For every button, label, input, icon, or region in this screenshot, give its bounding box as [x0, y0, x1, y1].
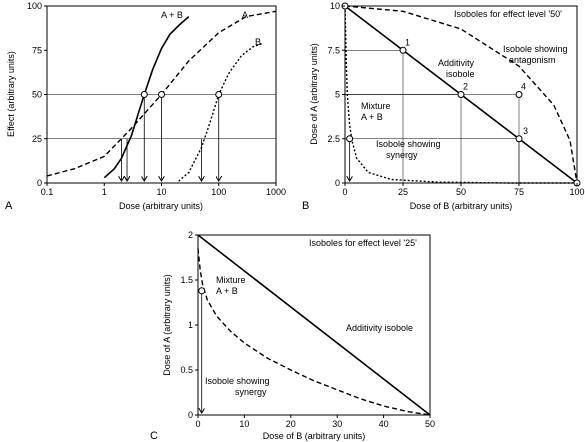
y-tick-label: 5 [335, 90, 340, 100]
c-additivity-isobole-line [197, 234, 431, 416]
isobole-point-3 [515, 135, 523, 143]
x-tick-label: 50 [456, 187, 466, 197]
isobole-point-2 [457, 91, 465, 98]
x-tick-label: 75 [514, 187, 524, 197]
x-tick-label: 10 [156, 187, 166, 197]
isobole-point-1 [399, 46, 407, 54]
annotation-mixture-line1: Mixture [361, 101, 391, 111]
panel-b-guides [345, 50, 520, 183]
y-tick-label: 75 [32, 45, 42, 55]
x-tick-label: 0.1 [41, 187, 54, 197]
panel-c-x-ticks: 0 10 20 30 40 50 [195, 415, 435, 429]
y-tick-label: 10 [330, 1, 340, 11]
y-tick-label: 1 [188, 320, 193, 330]
panel-b-y-ticks: 0 2.5 5 7.5 10 [327, 1, 345, 188]
c-annotation-synergy-line2: synergy [235, 387, 267, 397]
series-label-a-plus-b: A + B [161, 10, 183, 20]
annotation-antagonism-line1: Isobole showing [503, 44, 568, 54]
annotation-additivity-line2: isobole [446, 69, 475, 79]
panel-c-label: C [150, 430, 158, 442]
panel-a-points [140, 91, 223, 98]
ec50-point [140, 91, 148, 98]
x-tick-label: 30 [332, 419, 342, 429]
x-tick-label: 100 [569, 187, 584, 197]
panel-b-x-ticks: 0 25 50 75 100 [342, 183, 585, 197]
series-label-a: A [242, 10, 248, 20]
annotation-additivity-line1: Additivity [438, 58, 475, 68]
annotation-synergy-line2: synergy [386, 150, 418, 160]
y-tick-label: 0.5 [180, 365, 193, 375]
x-tick-label: 0 [342, 187, 347, 197]
panel-c-y-ticks: 0 0.5 1 1.5 2 [180, 230, 198, 420]
panel-b-xlabel: Dose of B (arbitrary units) [410, 201, 513, 211]
panel-b-ylabel: Dose of A (arbitrary units) [309, 43, 319, 145]
y-tick-label: 0 [37, 178, 42, 188]
ec50-point [158, 91, 165, 98]
antagonism-isobole-line [344, 5, 578, 184]
annotation-antagonism-line2: antagonism [509, 55, 556, 65]
point-label: 4 [521, 82, 526, 92]
c-annotation-mixture-line2: A + B [216, 286, 238, 296]
y-tick-label: 2 [188, 230, 193, 240]
panel-b: 1 2 3 4 0 25 50 75 100 0 2.5 5 7.5 10 Isoboles for … [302, 1, 585, 212]
panel-c: 0 10 20 30 40 50 0 0.5 1 1.5 2 Isoboles for effec… [150, 230, 435, 442]
x-tick-label: 25 [398, 187, 408, 197]
x-tick-label: 10 [239, 419, 249, 429]
panel-b-title: Isoboles for effect level '50' [454, 9, 562, 19]
panel-c-ylabel: Dose of A (arbitrary units) [162, 274, 172, 376]
c-annotation-mixture-line1: Mixture [216, 275, 246, 285]
isobole-point-4 [515, 91, 523, 98]
annotation-synergy-line1: Isobole showing [376, 139, 441, 149]
y-tick-label: 2.5 [327, 134, 340, 144]
y-tick-label: 100 [27, 1, 42, 11]
panel-a-guides [47, 94, 276, 182]
y-tick-label: 50 [32, 90, 42, 100]
mixture-point [198, 287, 206, 295]
point-label: 1 [405, 37, 410, 47]
panel-a-x-ticks: 0.1 1 10 100 1000 [41, 183, 286, 197]
ec50-point [215, 91, 223, 98]
y-tick-label: 1.5 [180, 275, 193, 285]
panel-a-xlabel: Dose (arbitrary units) [119, 201, 203, 211]
point-label: 2 [463, 82, 468, 92]
c-annotation-additivity: Additivity isobole [346, 323, 413, 333]
y-tick-label: 0 [188, 410, 193, 420]
panel-b-label: B [302, 200, 309, 212]
x-tick-label: 40 [379, 419, 389, 429]
panel-a-label: A [5, 200, 13, 212]
panel-a-y-ticks: 0 25 50 75 100 [27, 1, 47, 188]
synergy-isobole-line [344, 5, 577, 184]
c-annotation-synergy-line1: Isobole showing [205, 376, 270, 386]
series-label-b: B [255, 37, 261, 47]
y-tick-label: 25 [32, 134, 42, 144]
x-tick-label: 20 [286, 419, 296, 429]
series-b [178, 42, 264, 182]
y-tick-label: 7.5 [327, 45, 340, 55]
point-label: 3 [523, 126, 528, 136]
y-tick-label: 0 [335, 178, 340, 188]
x-tick-label: 1000 [266, 187, 286, 197]
x-tick-label: 50 [425, 419, 435, 429]
annotation-mixture-line2: A + B [361, 112, 383, 122]
panel-a: 0.1 1 10 100 1000 0 25 50 75 100 A + B A B Dose … [5, 1, 286, 212]
panel-c-title: Isoboles for effect level '25' [309, 238, 417, 248]
panel-a-ylabel: Effect (arbitrary units) [6, 51, 16, 137]
x-tick-label: 100 [211, 187, 226, 197]
mixture-point [346, 135, 354, 143]
panel-c-points [198, 287, 206, 295]
x-tick-label: 0 [195, 419, 200, 429]
panel-c-xlabel: Dose of B (arbitrary units) [263, 431, 366, 441]
x-tick-label: 1 [102, 187, 107, 197]
